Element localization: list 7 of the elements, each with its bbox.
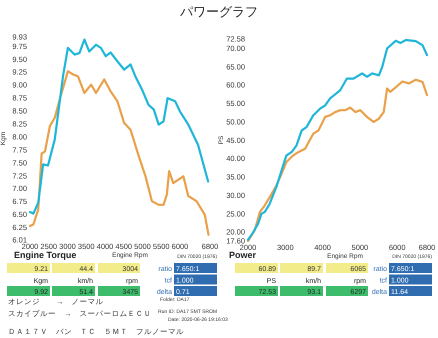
text: Engine Torque xyxy=(14,250,76,260)
line-series xyxy=(28,70,210,236)
chart-title: パワーグラフ xyxy=(179,4,258,19)
line-series xyxy=(28,38,210,215)
text: Power xyxy=(229,250,257,260)
line-series xyxy=(246,38,428,241)
line-series xyxy=(246,78,428,242)
